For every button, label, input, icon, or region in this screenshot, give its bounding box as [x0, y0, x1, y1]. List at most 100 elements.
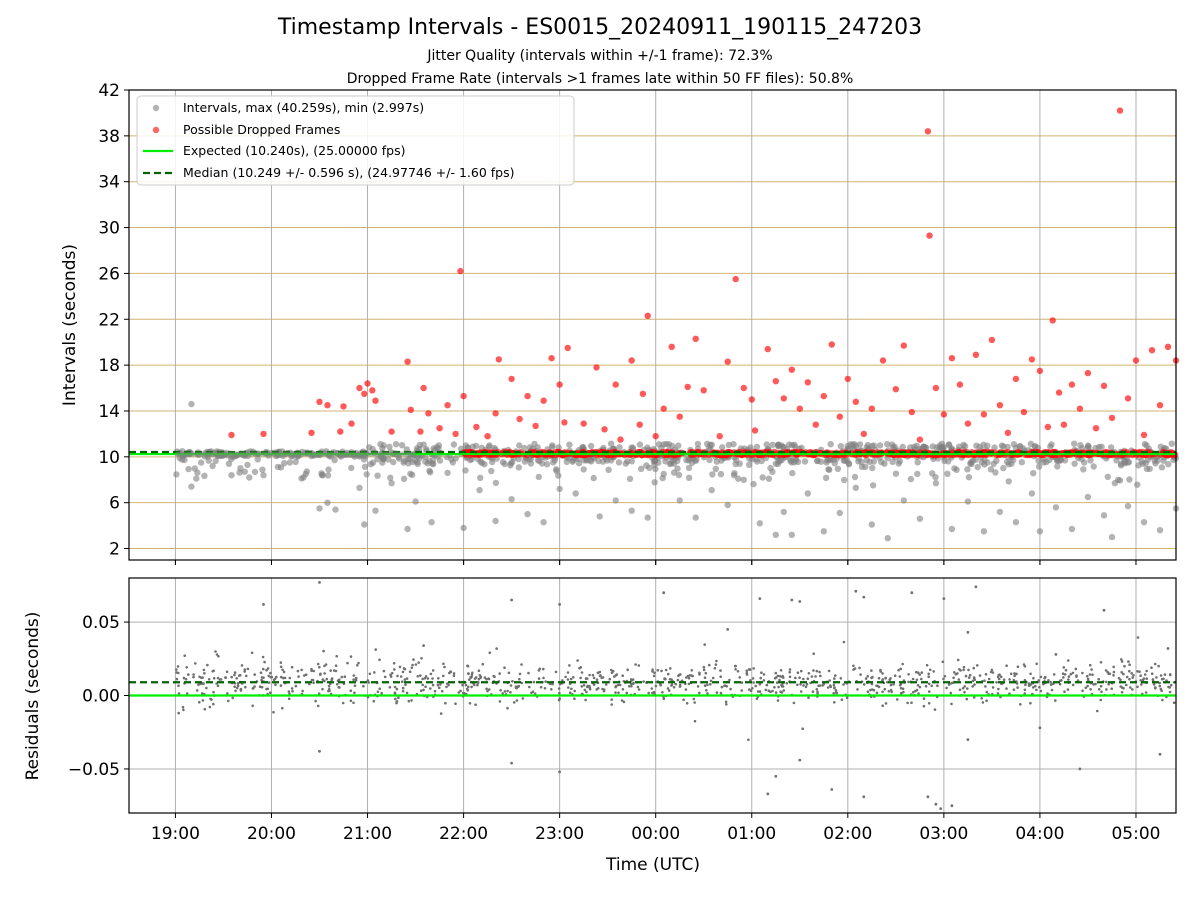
residual-point [1117, 676, 1121, 680]
interval-point [386, 443, 393, 450]
residual-point [1012, 688, 1016, 691]
residual-point [291, 689, 294, 693]
residual-point [442, 674, 445, 678]
residual-point [889, 688, 893, 692]
residual-y-tick-label: 0.00 [82, 687, 120, 707]
residual-point [338, 686, 341, 689]
residual-point [956, 672, 959, 675]
residual-point [892, 683, 895, 686]
residual-point [420, 657, 423, 660]
residual-point [175, 668, 178, 671]
interval-point [485, 443, 493, 450]
interval-point [944, 470, 951, 477]
dropped-frame-point [652, 433, 659, 440]
dropped-frame-point [948, 355, 956, 362]
residual-point [431, 683, 435, 687]
residual-point [393, 691, 397, 694]
residual-point [915, 678, 919, 682]
interval-point [244, 461, 251, 469]
residual-point [368, 672, 372, 676]
residual-point [708, 663, 711, 667]
residual-point [466, 664, 470, 668]
interval-point [895, 460, 902, 467]
residual-point [1054, 653, 1058, 656]
residual-point [561, 679, 564, 682]
residual-point [349, 689, 353, 692]
residual-point [216, 684, 220, 688]
interval-point [318, 471, 326, 479]
residual-point [1099, 698, 1102, 702]
residual-point [987, 677, 991, 681]
residual-point [771, 689, 774, 693]
interval-point [863, 457, 870, 464]
residual-point [1022, 663, 1026, 666]
residual-point [397, 696, 400, 699]
residual-point [999, 675, 1003, 679]
interval-point [524, 510, 531, 518]
dropped-frame-point [348, 420, 355, 427]
residual-point [826, 686, 830, 689]
residual-point [1152, 683, 1156, 686]
dropped-frame-point [532, 422, 539, 430]
interval-point [955, 443, 963, 450]
interval-point [193, 475, 200, 482]
interval-point [1141, 440, 1149, 448]
residual-point [328, 689, 331, 693]
residual-point [261, 655, 265, 659]
interval-point [708, 486, 715, 494]
residual-point [509, 691, 512, 694]
dropped-frame-point [828, 341, 835, 348]
residual-point [281, 706, 284, 710]
residual-point [1038, 685, 1041, 689]
interval-point [1028, 490, 1036, 497]
interval-point [198, 459, 205, 466]
residual-point [507, 671, 511, 675]
residual-point [832, 683, 836, 687]
residual-point [703, 676, 707, 679]
residual-point [842, 640, 846, 644]
residual-point [653, 671, 656, 675]
residual-point [1092, 683, 1095, 686]
interval-point [246, 474, 253, 481]
interval-point [890, 444, 897, 451]
residual-point [290, 665, 294, 669]
residual-point [958, 688, 962, 692]
residual-point [1066, 688, 1070, 691]
residual-point [185, 692, 189, 695]
x-tick-label: 20:00 [247, 824, 296, 844]
residual-point [672, 686, 676, 689]
residual-point [503, 666, 506, 669]
x-tick-label: 04:00 [1015, 824, 1064, 844]
jitter-quality-subtitle: Jitter Quality (intervals within +/-1 fr… [427, 48, 773, 64]
residual-point [558, 691, 561, 695]
residual-point [927, 702, 931, 705]
residual-point [300, 668, 303, 672]
residual-point [1172, 701, 1176, 704]
interval-point [974, 463, 981, 471]
residual-point [584, 677, 588, 680]
residual-point [963, 685, 966, 688]
residual-point [897, 668, 900, 672]
residual-point [950, 804, 954, 808]
residual-point [726, 628, 730, 631]
residual-point [684, 688, 688, 691]
interval-point [254, 456, 261, 463]
residual-point [883, 687, 887, 691]
residual-point [918, 673, 921, 676]
residuals-plot [129, 581, 1176, 810]
interval-point [991, 444, 998, 451]
interval-point [501, 460, 508, 468]
y-tick-label: 26 [98, 264, 120, 284]
residual-point [290, 687, 294, 690]
dropped-frame-point [908, 408, 915, 416]
residual-point [483, 676, 487, 679]
residual-point [807, 672, 811, 675]
residual-point [398, 665, 402, 669]
residual-point [1122, 672, 1125, 676]
residual-point [476, 681, 480, 685]
residual-point [967, 668, 970, 672]
interval-point [822, 474, 830, 482]
interval-point [780, 508, 787, 516]
dropped-frame-point [473, 423, 480, 431]
residual-point [631, 682, 635, 686]
